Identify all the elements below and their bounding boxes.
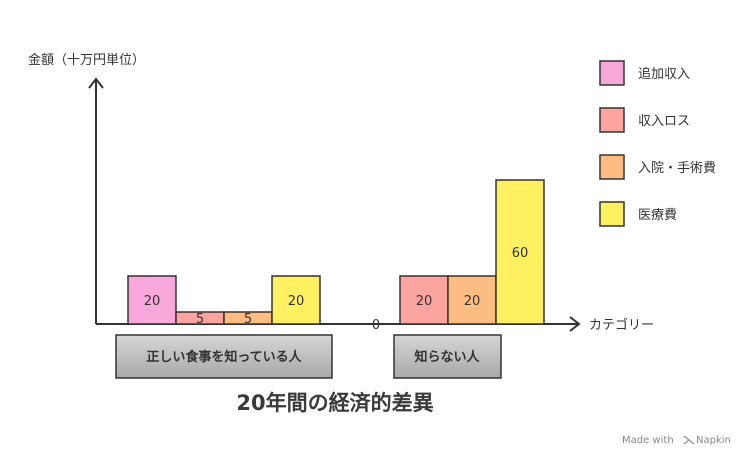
bar-1-2	[447, 275, 497, 325]
legend-swatch-3	[599, 201, 625, 227]
bar-label-1-1: 20	[416, 294, 433, 309]
napkin-logo-icon	[683, 435, 695, 445]
y-axis-arrow	[88, 77, 104, 89]
category-label-0: 正しい食事を知っている人	[146, 349, 302, 365]
chart-title: 20年間の経済的差異	[236, 391, 433, 415]
legend-label-1: 収入ロス	[638, 114, 690, 129]
legend-swatch-2	[599, 154, 625, 180]
bar-label-1-0: 0	[372, 318, 380, 333]
category-label-group-0: 正しい食事を知っている人	[115, 334, 333, 379]
category-label-box	[115, 334, 333, 379]
bar-label-1-2: 20	[464, 294, 481, 309]
category-label-1: 知らない人	[414, 349, 480, 365]
category-label-group-1: 知らない人	[393, 334, 502, 379]
bar-0-0	[127, 275, 177, 325]
x-axis-label: カテゴリー	[589, 317, 654, 333]
bar-label-0-0: 20	[144, 294, 161, 309]
legend-label-0: 追加収入	[638, 66, 690, 82]
bar-label-0-2: 5	[244, 312, 252, 327]
bar-labels: 20 5 5 20 0 20 20 60	[144, 246, 529, 333]
footer-watermark: Made with Napkin	[622, 435, 731, 446]
bar-0-3	[271, 275, 321, 325]
bar-1-1	[399, 275, 449, 325]
bar-1-3	[495, 179, 545, 325]
legend-label-3: 医療費	[638, 208, 677, 223]
bars	[127, 179, 545, 325]
legend-label-2: 入院・手術費	[638, 161, 716, 176]
bar-label-0-3: 20	[288, 294, 305, 309]
legend-swatch-1	[599, 107, 625, 133]
y-axis-label: 金額（十万円単位）	[28, 52, 145, 68]
legend-swatch-0	[599, 60, 625, 86]
footer-brand: Napkin	[696, 435, 731, 446]
footer-text: Made with	[622, 435, 674, 446]
category-label-box	[393, 334, 502, 379]
bar-label-1-3: 60	[512, 246, 529, 261]
bar-label-0-1: 5	[196, 312, 204, 327]
x-axis-arrow	[569, 316, 581, 332]
